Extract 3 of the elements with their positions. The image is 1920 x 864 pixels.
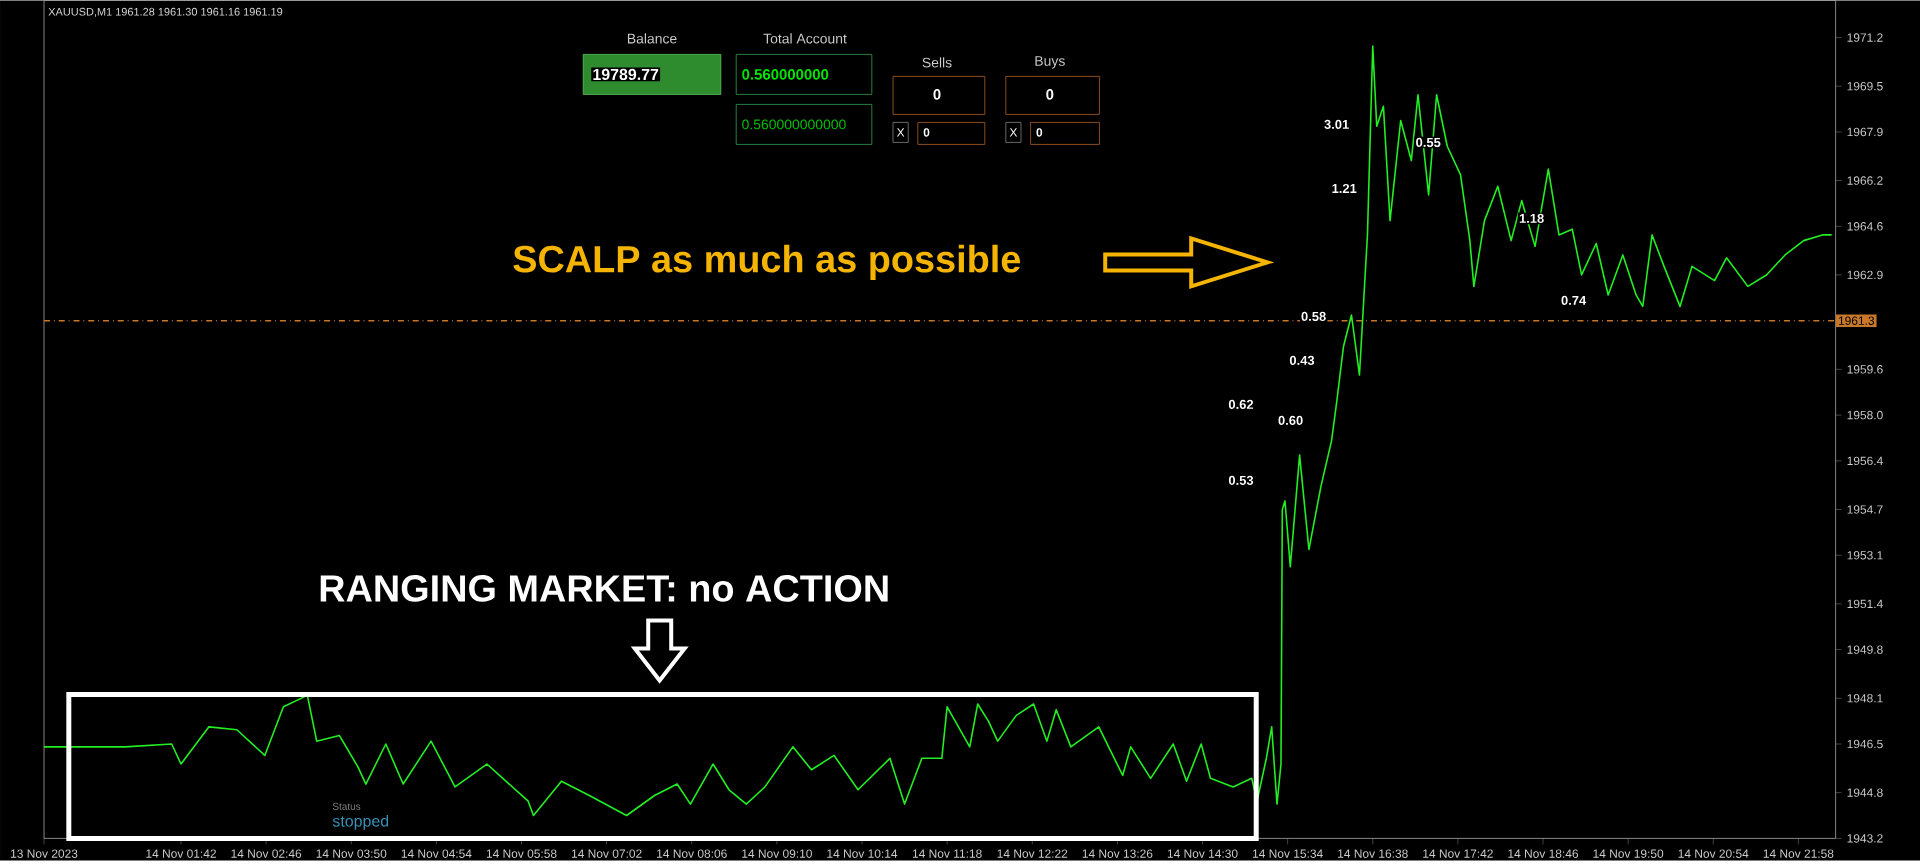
annotation: RANGING MARKET: no ACTION [320, 574, 888, 602]
annotation: SCALP as much as possible [513, 244, 1021, 280]
line-series [43, 45, 1833, 817]
